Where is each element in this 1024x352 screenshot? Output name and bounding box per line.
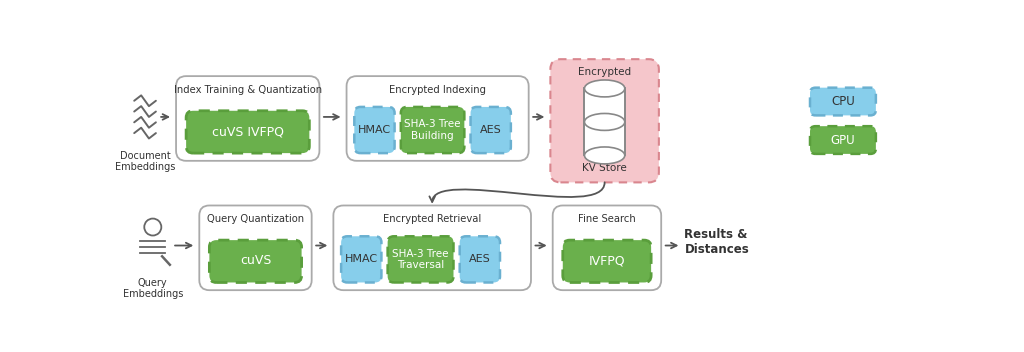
Ellipse shape bbox=[585, 113, 625, 130]
Ellipse shape bbox=[585, 147, 625, 164]
Text: Query Quantization: Query Quantization bbox=[207, 214, 304, 224]
FancyBboxPatch shape bbox=[176, 76, 319, 161]
Text: GPU: GPU bbox=[830, 133, 855, 146]
FancyBboxPatch shape bbox=[334, 206, 531, 290]
FancyBboxPatch shape bbox=[563, 240, 651, 282]
FancyBboxPatch shape bbox=[471, 107, 511, 153]
Text: CPU: CPU bbox=[831, 95, 855, 108]
Text: AES: AES bbox=[480, 125, 502, 135]
Ellipse shape bbox=[585, 80, 625, 97]
Text: IVFPQ: IVFPQ bbox=[589, 254, 626, 268]
FancyBboxPatch shape bbox=[186, 111, 309, 153]
Text: HMAC: HMAC bbox=[345, 254, 378, 264]
Bar bbox=[585, 88, 625, 156]
FancyBboxPatch shape bbox=[810, 88, 876, 115]
Text: Index Training & Quantization: Index Training & Quantization bbox=[174, 84, 322, 95]
FancyBboxPatch shape bbox=[400, 107, 464, 153]
FancyBboxPatch shape bbox=[346, 76, 528, 161]
FancyArrowPatch shape bbox=[429, 182, 604, 202]
FancyBboxPatch shape bbox=[810, 126, 876, 154]
Text: Fine Search: Fine Search bbox=[579, 214, 636, 224]
FancyBboxPatch shape bbox=[550, 59, 658, 182]
FancyBboxPatch shape bbox=[553, 206, 662, 290]
FancyBboxPatch shape bbox=[200, 206, 311, 290]
Text: AES: AES bbox=[469, 254, 490, 264]
Text: Document
Embeddings: Document Embeddings bbox=[115, 151, 175, 172]
FancyBboxPatch shape bbox=[341, 236, 381, 282]
Text: Encrypted Indexing: Encrypted Indexing bbox=[389, 84, 486, 95]
FancyBboxPatch shape bbox=[460, 236, 500, 282]
Text: SHA-3 Tree
Building: SHA-3 Tree Building bbox=[404, 119, 461, 141]
Text: cuVS IVFPQ: cuVS IVFPQ bbox=[212, 125, 284, 138]
Text: Results &
Distances: Results & Distances bbox=[684, 228, 750, 257]
Circle shape bbox=[144, 219, 162, 235]
FancyBboxPatch shape bbox=[354, 107, 394, 153]
Text: SHA-3 Tree
Traversal: SHA-3 Tree Traversal bbox=[392, 249, 449, 270]
FancyBboxPatch shape bbox=[388, 236, 454, 282]
Text: Encrypted Retrieval: Encrypted Retrieval bbox=[383, 214, 481, 224]
Text: KV Store: KV Store bbox=[583, 163, 627, 173]
Text: HMAC: HMAC bbox=[357, 125, 391, 135]
FancyBboxPatch shape bbox=[209, 240, 302, 282]
Text: Encrypted: Encrypted bbox=[579, 67, 631, 77]
Text: Query
Embeddings: Query Embeddings bbox=[123, 278, 183, 300]
Text: cuVS: cuVS bbox=[240, 254, 271, 268]
